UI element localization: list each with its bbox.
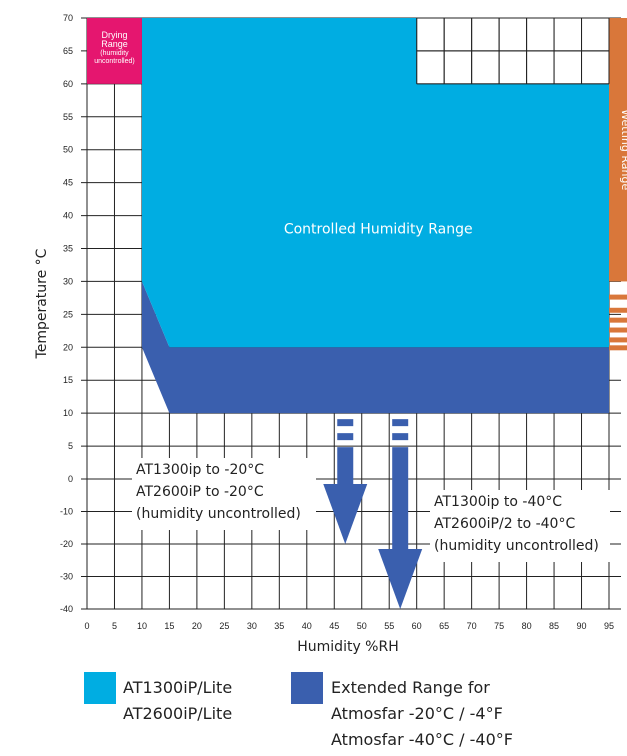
y-tick-label: 70 (63, 13, 73, 23)
annotation-background (132, 458, 316, 530)
axes: 0 5 10 15 20 25 30 35 40 45 50 55 60 65 70 75 80 85 90 95-4… (34, 13, 614, 655)
y-tick-label: 45 (63, 178, 73, 188)
drying-range-region (87, 18, 142, 84)
arrow-head (378, 549, 423, 609)
drying-range-label: (humidity (100, 50, 129, 57)
arrow-dash (337, 433, 354, 441)
x-tick-label: 0 (84, 621, 89, 631)
y-tick-label: 40 (63, 211, 73, 221)
x-tick-label: 30 (247, 621, 257, 631)
legend-label-extended: Atmosfar -40°C / -40°F (331, 730, 513, 749)
wetting-range-stripe (609, 317, 627, 323)
x-tick-label: 20 (192, 621, 202, 631)
y-tick-label: -10 (60, 507, 73, 517)
extension-arrow-2 (378, 419, 423, 609)
wetting-range-region (609, 18, 627, 282)
x-tick-label: 25 (219, 621, 229, 631)
y-tick-label: 30 (63, 276, 73, 286)
wetting-range-label: Wetting Range (619, 109, 627, 190)
y-tick-label: 35 (63, 244, 73, 254)
drying-range-label: uncontrolled) (94, 58, 134, 65)
y-tick-label: 15 (63, 375, 73, 385)
y-tick-label: 5 (68, 441, 73, 451)
annotation-line: AT1300ip to -20°C (136, 462, 264, 478)
legend-label-controlled: AT2600iP/Lite (123, 704, 232, 723)
x-tick-label: 35 (274, 621, 284, 631)
x-tick-label: 55 (384, 621, 394, 631)
arrow-dash (392, 433, 409, 441)
arrow-head (323, 484, 368, 544)
annotation-line: AT2600iP/2 to -40°C (434, 516, 575, 532)
wetting-range-stripe (609, 345, 627, 351)
y-tick-label: -20 (60, 539, 73, 549)
wetting-range-stripe (609, 337, 627, 343)
wetting-range-stripe (609, 294, 627, 300)
x-axis-title: Humidity %RH (297, 639, 399, 655)
drying-range-label: Range (101, 39, 128, 49)
arrow-dash (337, 419, 354, 427)
annotation-line: (humidity uncontrolled) (434, 538, 599, 554)
arrow-shaft (392, 447, 409, 549)
x-tick-label: 10 (137, 621, 147, 631)
controlled-range-label: Controlled Humidity Range (284, 222, 473, 238)
y-tick-label: 10 (63, 408, 73, 418)
y-tick-label: 50 (63, 145, 73, 155)
x-tick-label: 40 (302, 621, 312, 631)
x-tick-label: 70 (467, 621, 477, 631)
extension-arrow-1 (323, 419, 368, 544)
annotation-arrow-1: AT1300ip to -20°C AT2600iP to -20°C (humid… (132, 458, 316, 530)
arrow-shaft (337, 447, 354, 484)
legend-label-controlled: AT1300iP/Lite (123, 678, 232, 697)
x-tick-label: 85 (549, 621, 559, 631)
y-tick-label: 65 (63, 46, 73, 56)
y-tick-label: 55 (63, 112, 73, 122)
annotation-line: AT1300ip to -40°C (434, 494, 562, 510)
extension-arrows (323, 419, 423, 609)
y-tick-label: 20 (63, 342, 73, 352)
controlled-range-region (141, 18, 609, 348)
arrow-dash (392, 419, 409, 427)
x-tick-label: 75 (494, 621, 504, 631)
drying-range-label: Drying (101, 30, 127, 40)
x-tick-label: 5 (112, 621, 117, 631)
x-tick-label: 65 (439, 621, 449, 631)
legend-swatch-extended (291, 672, 323, 704)
y-tick-label: -40 (60, 604, 73, 614)
x-tick-label: 60 (412, 621, 422, 631)
legend: AT1300iP/Lite AT2600iP/Lite Extended Range… (84, 672, 513, 749)
wetting-range-stripe (609, 307, 627, 313)
annotation-line: (humidity uncontrolled) (136, 506, 301, 522)
wetting-range-stripe (609, 327, 627, 333)
y-tick-label: 0 (68, 474, 73, 484)
region-labels: AT1300ip to -20°C AT2600iP to -20°C (humid… (94, 30, 627, 562)
y-tick-label: 25 (63, 309, 73, 319)
annotation-background (430, 490, 610, 562)
legend-swatch-controlled (84, 672, 116, 704)
x-tick-label: 50 (357, 621, 367, 631)
overlay-grid (416, 17, 610, 85)
y-axis-title: Temperature °C (34, 248, 50, 359)
annotation-arrow-2: AT1300ip to -40°C AT2600iP/2 to -40°C (hum… (430, 490, 610, 562)
x-tick-label: 15 (164, 621, 174, 631)
y-tick-label: 60 (63, 79, 73, 89)
range-regions (87, 18, 627, 414)
x-tick-label: 45 (329, 621, 339, 631)
legend-label-extended: Atmosfar -20°C / -4°F (331, 704, 503, 723)
x-tick-label: 90 (577, 621, 587, 631)
y-tick-label: -30 (60, 572, 73, 582)
x-tick-label: 95 (604, 621, 614, 631)
x-tick-label: 80 (522, 621, 532, 631)
legend-label-extended: Extended Range for (331, 678, 490, 697)
annotation-line: AT2600iP to -20°C (136, 484, 264, 500)
